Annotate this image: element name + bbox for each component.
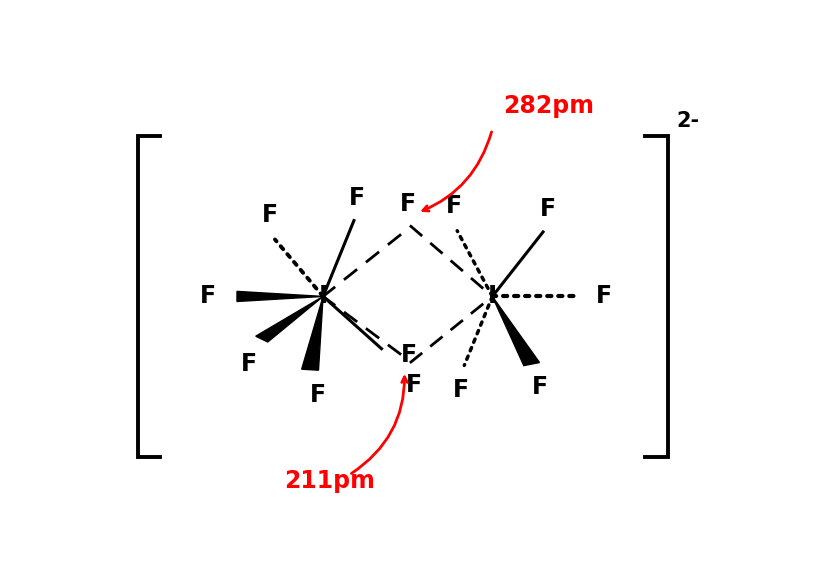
Text: F: F [241, 352, 257, 376]
Text: F: F [349, 186, 365, 210]
Text: F: F [596, 285, 612, 308]
Polygon shape [255, 296, 323, 342]
Text: F: F [407, 373, 423, 397]
Text: F: F [532, 375, 548, 399]
Text: 282pm: 282pm [503, 94, 595, 118]
Polygon shape [302, 296, 323, 370]
Text: F: F [446, 194, 462, 218]
Text: F: F [310, 383, 326, 407]
Text: F: F [540, 197, 556, 221]
Text: I: I [488, 285, 497, 308]
Text: F: F [262, 203, 278, 227]
Polygon shape [237, 291, 323, 302]
Text: F: F [400, 192, 416, 216]
Text: F: F [200, 285, 216, 308]
Polygon shape [492, 296, 539, 366]
Text: 2-: 2- [676, 112, 699, 131]
Text: F: F [453, 378, 469, 402]
Text: F: F [401, 343, 417, 367]
Text: 211pm: 211pm [284, 469, 375, 493]
Text: I: I [318, 285, 328, 308]
